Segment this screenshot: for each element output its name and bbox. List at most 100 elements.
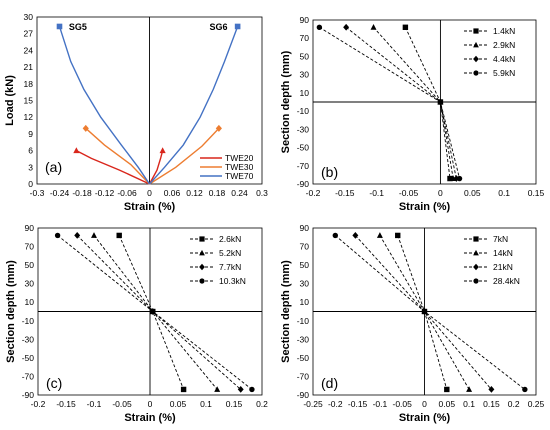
x-tick-label: 0.25 — [528, 399, 545, 409]
panel-c: -0.2 -0.15 -0.1 -0.05 0 0.05 0.1 0.15 0.2 -90 -70 -… — [5, 223, 268, 424]
legend-label: 2.9kN — [493, 40, 515, 50]
legend-marker — [199, 236, 205, 242]
legend-label: 5.2kN — [219, 248, 241, 258]
y-tick-label: 10 — [25, 297, 35, 307]
y-tick-label: 10 — [300, 297, 310, 307]
y-tick-label: -30 — [297, 334, 310, 344]
series-marker-3 — [522, 386, 528, 393]
y-tick-label: -30 — [297, 124, 310, 134]
y-tick-label: 30 — [300, 279, 310, 289]
series-line-3 — [335, 235, 526, 390]
series-line-twe30-right — [149, 127, 220, 185]
series-marker-2 — [74, 232, 81, 239]
legend-label: 4.4kN — [493, 54, 515, 64]
series-marker-twe30-left — [82, 124, 89, 132]
x-tick-label: -0.1 — [369, 188, 384, 198]
x-tick-label: 0 — [148, 399, 153, 409]
y-tick-label: -90 — [297, 390, 310, 400]
x-tick-label: -0.1 — [87, 399, 102, 409]
x-axis-title: Strain (%) — [399, 412, 451, 424]
x-tick-label: 0.24 — [231, 188, 248, 198]
x-tick-label: 0 — [422, 399, 427, 409]
series-marker-3 — [316, 24, 323, 30]
y-tick-label: -70 — [297, 371, 310, 381]
series-marker-2 — [488, 386, 495, 393]
x-tick-label: -0.06 — [117, 188, 137, 198]
series-marker-0 — [116, 232, 122, 239]
y-tick-label: 3 — [28, 162, 33, 172]
series-marker-2 — [343, 23, 350, 31]
legend-label: 28.4kN — [493, 276, 520, 286]
x-tick-label: 0.15 — [528, 188, 545, 198]
y-tick-label: 70 — [300, 33, 310, 43]
series-marker-1 — [466, 386, 473, 392]
series-marker-0 — [402, 24, 409, 30]
series-line-0 — [118, 235, 185, 390]
y-tick-label: -90 — [297, 179, 310, 189]
series-marker-0 — [180, 386, 187, 393]
annotation-sg5: SG5 — [69, 22, 87, 32]
y-tick-label: -70 — [297, 161, 310, 171]
series-marker-twe70-left — [56, 23, 63, 30]
legend-label: 1.4kN — [493, 26, 515, 36]
legend-label: 14kN — [493, 248, 513, 258]
y-tick-label: -50 — [22, 353, 35, 363]
legend-label: 21kN — [493, 262, 513, 272]
x-tick-label: 0.05 — [464, 188, 481, 198]
y-axis-title: Section depth (mm) — [280, 50, 292, 153]
legend-marker — [473, 236, 479, 242]
x-tick-label: -0.2 — [306, 188, 321, 198]
legend-label: 7.7kN — [219, 262, 241, 272]
x-tick-label: 0.1 — [200, 399, 212, 409]
series-marker-3 — [54, 232, 61, 239]
legend-label: TWE20 — [225, 153, 254, 163]
x-tick-label: 0.2 — [508, 399, 520, 409]
series-line-twe20-left — [76, 149, 150, 185]
series-marker-2 — [453, 175, 460, 182]
x-axis-title: Strain (%) — [124, 201, 176, 213]
series-marker-3 — [249, 386, 255, 393]
series-marker-3 — [332, 232, 338, 239]
y-tick-label: 90 — [300, 15, 310, 25]
legend-marker — [473, 278, 479, 284]
y-tick-label: 30 — [300, 70, 310, 80]
x-tick-label: 0.18 — [209, 188, 226, 198]
series-marker-0 — [395, 232, 401, 239]
x-tick-label: -0.15 — [335, 188, 355, 198]
panel-label: (a) — [45, 159, 62, 175]
y-tick-label: 6 — [28, 146, 33, 156]
x-tick-label: -0.2 — [31, 399, 46, 409]
legend-marker — [473, 263, 479, 271]
y-tick-label: 10 — [300, 88, 310, 98]
series-line-0 — [404, 27, 451, 179]
y-tick-label: 90 — [300, 223, 310, 233]
series-line-twe30-left — [85, 127, 151, 185]
y-tick-label: 50 — [300, 51, 310, 61]
y-tick-label: 27 — [24, 29, 34, 39]
x-tick-label: -0.24 — [50, 188, 70, 198]
x-tick-label: 0.15 — [483, 399, 500, 409]
annotation-sg6: SG6 — [210, 22, 228, 32]
y-axis-title: Load (kN) — [4, 75, 16, 126]
series-marker-twe30-right — [215, 124, 222, 132]
y-tick-label: -10 — [22, 316, 35, 326]
x-tick-label: 0.05 — [170, 399, 187, 409]
x-tick-label: 0.15 — [226, 399, 243, 409]
legend-marker — [473, 55, 479, 63]
x-tick-label: -0.18 — [72, 188, 92, 198]
x-tick-label: 0.06 — [164, 188, 181, 198]
series-marker-3 — [421, 308, 428, 315]
legend-label: 10.3kN — [219, 276, 246, 286]
series-line-1 — [93, 235, 218, 390]
x-tick-label: -0.12 — [95, 188, 115, 198]
x-tick-label: -0.05 — [393, 399, 413, 409]
series-marker-twe20-right — [159, 147, 166, 154]
y-tick-label: 0 — [28, 179, 33, 189]
series-marker-1 — [91, 232, 97, 238]
x-tick-label: 0.05 — [439, 399, 456, 409]
panel-label: (d) — [321, 375, 338, 391]
x-tick-label: 0 — [438, 188, 443, 198]
series-marker-1 — [214, 386, 221, 392]
